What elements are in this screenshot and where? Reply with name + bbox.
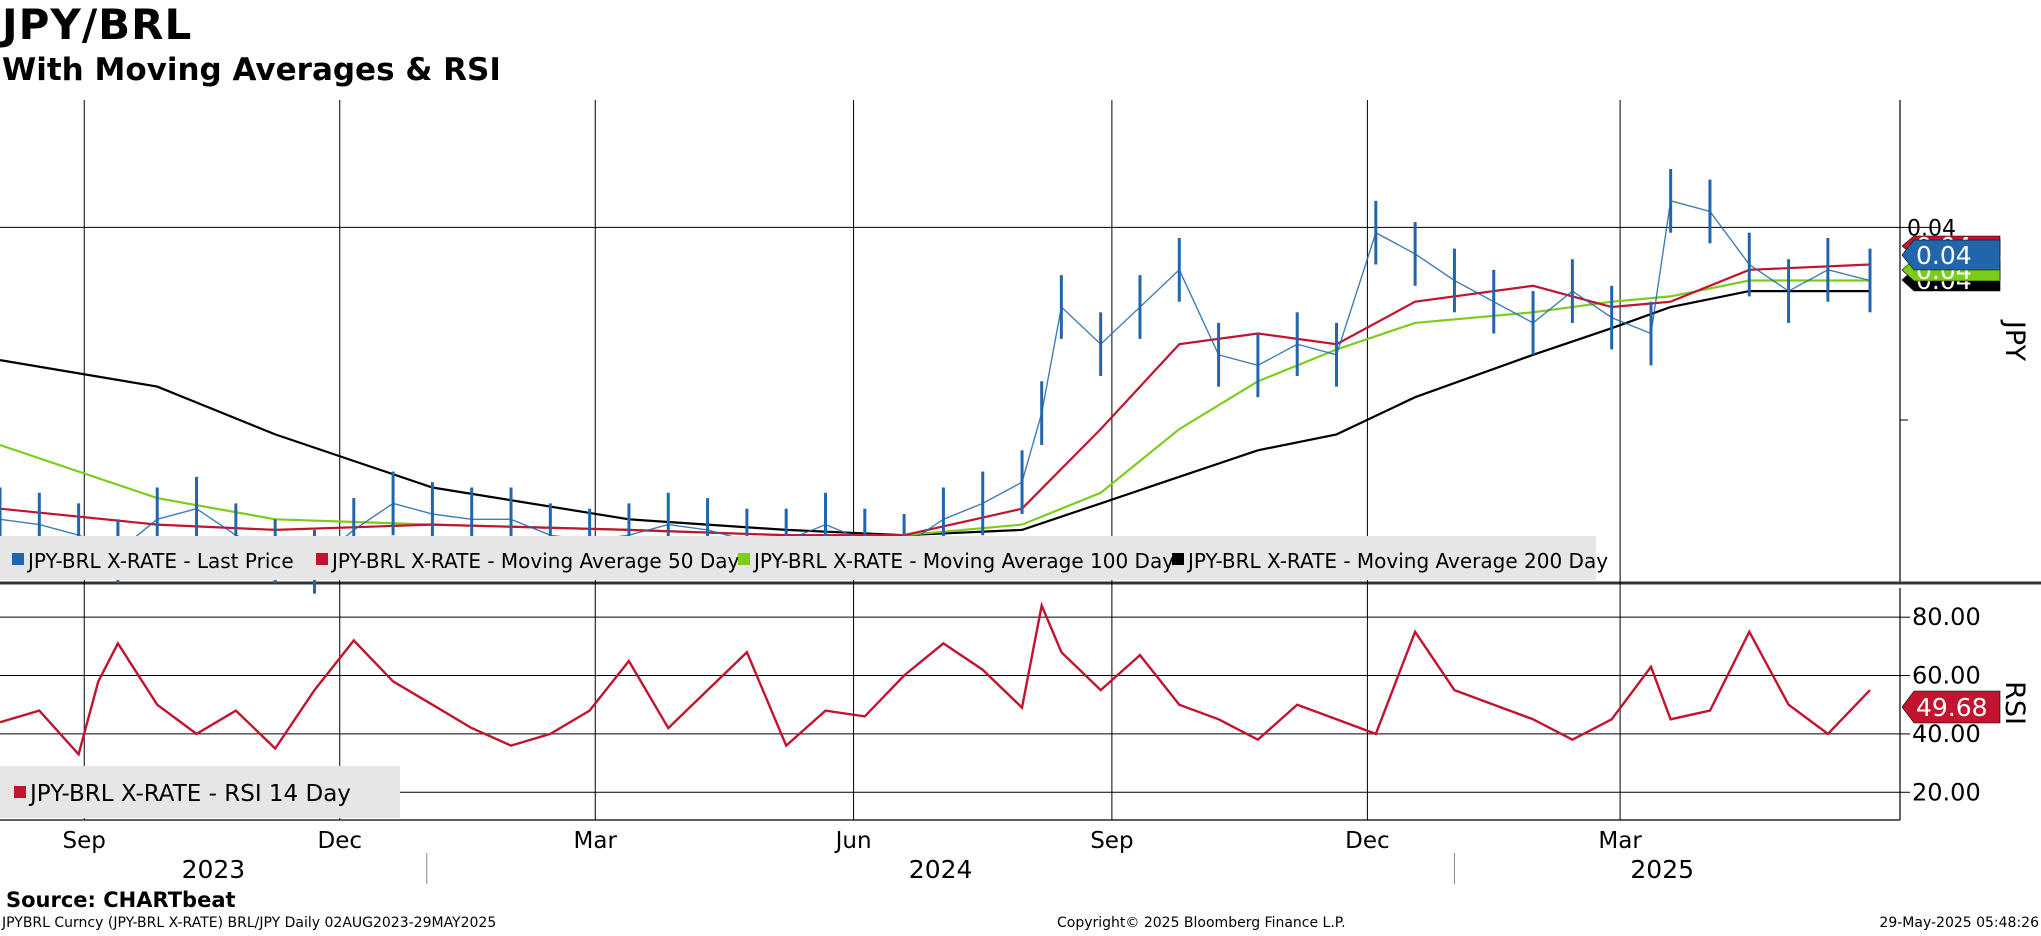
- rsi-y-tick-label: 20.00: [1912, 778, 1981, 806]
- rsi-y-tick-label: 60.00: [1912, 662, 1981, 690]
- rsi-panel: [0, 601, 1871, 757]
- price-panel: [0, 169, 1872, 594]
- price-line: [0, 199, 1871, 563]
- grid-lines: [0, 100, 1940, 820]
- chart-title: JPY/BRL: [2, 0, 193, 49]
- x-tick-label: Sep: [63, 828, 106, 854]
- rsi-y-tick-label: 40.00: [1912, 720, 1981, 748]
- x-tick-label: Mar: [1598, 828, 1642, 854]
- chart-subtitle: With Moving Averages & RSI: [2, 52, 501, 88]
- x-tick-label: Dec: [1345, 828, 1390, 854]
- price-panel-frame: [0, 100, 2041, 585]
- legend-swatch: [1172, 553, 1184, 565]
- legend-swatch: [14, 786, 26, 798]
- ma-line: [0, 279, 1870, 537]
- year-label: 2024: [909, 855, 973, 884]
- legend-swatch: [12, 553, 24, 565]
- ma-line: [0, 263, 1871, 537]
- source-label: Source: CHARTbeat: [6, 888, 236, 912]
- legend-swatch: [738, 553, 750, 565]
- legend-label: JPY-BRL X-RATE - Moving Average 100 Day: [752, 549, 1174, 573]
- x-tick-label: Jun: [834, 828, 872, 854]
- year-label: 2025: [1630, 855, 1694, 884]
- price-last-tag-label: 0.04: [1916, 241, 1972, 270]
- rsi-last-tag-label: 49.68: [1916, 693, 1988, 722]
- rsi-line: [0, 601, 1871, 757]
- rsi-panel-frame: [0, 588, 1901, 821]
- axes: Sep Dec Mar Jun Sep Dec Mar 2023 2024 2025 0.04 20.…: [63, 216, 1981, 884]
- footer-ticker-info: JPYBRL Curncy (JPY-BRL X-RATE) BRL/JPY D…: [2, 915, 497, 931]
- legend-label: JPY-BRL X-RATE - Moving Average 50 Day: [330, 549, 739, 573]
- legend-swatch: [316, 553, 328, 565]
- x-tick-label: Dec: [317, 828, 362, 854]
- legend-label: JPY-BRL X-RATE - Moving Average 200 Day: [1186, 549, 1608, 573]
- footer-timestamp: 29-May-2025 05:48:26: [1879, 915, 2039, 931]
- rsi-y-axis-title: RSI: [1999, 681, 2030, 725]
- rsi-y-tick-label: 80.00: [1912, 603, 1981, 631]
- legend-label: JPY-BRL X-RATE - Last Price: [26, 549, 294, 573]
- x-tick-label: Mar: [574, 828, 618, 854]
- price-last-tag: [1901, 239, 2001, 271]
- price-legend: JPY-BRL X-RATE - Last Price JPY-BRL X-RAT…: [0, 536, 1608, 580]
- footer-copyright: Copyright© 2025 Bloomberg Finance L.P.: [1057, 915, 1346, 931]
- rsi-legend-box: [0, 766, 400, 818]
- year-label: 2023: [182, 855, 246, 884]
- price-legend-box: [0, 536, 1596, 580]
- legend-label: JPY-BRL X-RATE - RSI 14 Day: [28, 781, 351, 807]
- price-y-axis-title: JPY: [1999, 319, 2030, 362]
- rsi-legend: JPY-BRL X-RATE - RSI 14 Day: [0, 766, 400, 818]
- ma-line: [0, 290, 1870, 537]
- rsi-last-tag: [1901, 690, 2001, 724]
- x-tick-label: Sep: [1090, 828, 1133, 854]
